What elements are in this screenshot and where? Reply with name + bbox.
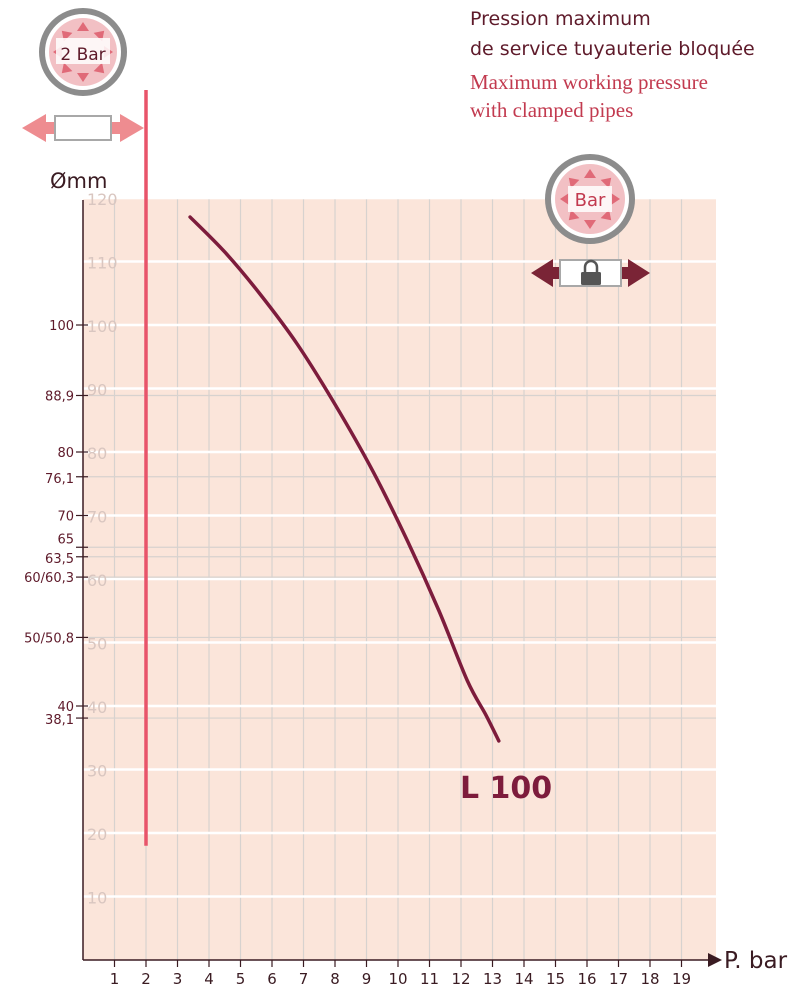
faint-y-tick-label: 110 — [87, 254, 118, 273]
arrow-head-icon — [77, 73, 89, 82]
arrow-head-icon — [568, 177, 580, 189]
faint-y-tick-label: 100 — [87, 317, 118, 336]
faint-y-tick-label: 50 — [87, 635, 107, 654]
x-tick-label: 14 — [514, 970, 533, 988]
arrow-head-icon — [61, 62, 73, 74]
x-tick-label: 13 — [483, 970, 502, 988]
diameter-tick-label: 76,1 — [45, 472, 74, 487]
x-tick-label: 7 — [299, 970, 309, 988]
x-tick-label: 6 — [267, 970, 277, 988]
faint-y-tick-label: 80 — [87, 444, 107, 463]
pipe-right-arrow-icon — [111, 114, 144, 142]
arrow-head-icon — [93, 62, 105, 74]
reference-badge-label: 2 Bar — [60, 45, 105, 65]
faint-y-tick-label: 120 — [87, 190, 118, 209]
x-tick-label: 11 — [420, 970, 439, 988]
faint-y-tick-labels: 10 20 30 40 50 60 70 80 90 100 110 120 — [87, 190, 118, 908]
x-tick-label: 19 — [672, 970, 691, 988]
chart-title-english: Maximum working pressure with clamped pi… — [470, 68, 708, 124]
x-tick-label: 3 — [173, 970, 183, 988]
x-tick-label: 18 — [640, 970, 659, 988]
x-tick-label: 15 — [546, 970, 565, 988]
diameter-tick-label: 65 — [57, 532, 74, 547]
faint-y-tick-label: 10 — [87, 889, 107, 908]
faint-y-tick-label: 60 — [87, 571, 107, 590]
faint-y-tick-label: 70 — [87, 508, 107, 527]
lock-icon — [581, 272, 601, 285]
diameter-tick-label: 40 — [57, 700, 74, 715]
x-tick-label: 12 — [451, 970, 470, 988]
x-tick-label: 10 — [388, 970, 407, 988]
arrow-head-icon — [77, 22, 89, 31]
diameter-tick-label: 38,1 — [45, 713, 74, 728]
arrow-head-icon — [584, 220, 596, 229]
diameter-tick-label: 80 — [57, 446, 74, 461]
diameter-tick-label: 88,9 — [45, 389, 74, 404]
x-tick-label: 9 — [362, 970, 372, 988]
arrow-head-icon — [600, 209, 612, 221]
faint-y-tick-label: 90 — [87, 381, 107, 400]
clamped-badge-label-bg — [568, 186, 612, 212]
arrow-head-icon — [584, 169, 596, 178]
diameter-tick-labels: 100 88,9 80 76,1 70 65 63,5 60/60,3 50/50,8 4038,… — [24, 319, 88, 728]
diameter-tick-label: 50/50,8 — [24, 631, 74, 646]
reference-badge-label-bg — [56, 38, 110, 64]
arrow-head-icon — [560, 193, 569, 205]
clamped-pipe-icon — [531, 259, 650, 287]
pipe-expansion-icon — [22, 114, 144, 142]
chart-title-french: Pression maximum de service tuyauterie b… — [470, 4, 755, 64]
x-tick-label: 4 — [204, 970, 214, 988]
clamped-left-arrow-icon — [531, 259, 560, 287]
series-group — [188, 215, 501, 743]
chart-title-french-line-2: de service tuyauterie bloquée — [470, 38, 755, 60]
x-tick-label: 1 — [110, 970, 120, 988]
faint-y-tick-label: 20 — [87, 825, 107, 844]
x-tick-label: 16 — [577, 970, 596, 988]
lock-shackle — [583, 259, 599, 273]
chart-title-english-line-2: with clamped pipes — [470, 98, 634, 122]
pipe-left-arrow-icon — [22, 114, 55, 142]
arrow-head-icon — [568, 209, 580, 221]
chart-title-english-line-1: Maximum working pressure — [470, 70, 708, 94]
reference-pressure-badge: 2 Bar — [39, 8, 127, 96]
chart-title-french-line-1: Pression maximum — [470, 8, 651, 30]
clamped-badge-label: Bar — [575, 190, 606, 211]
faint-y-tick-label: 30 — [87, 762, 107, 781]
faint-y-tick-label: 40 — [87, 698, 107, 717]
x-axis-arrow-icon — [708, 953, 722, 967]
series-label-l100: L 100 — [460, 771, 552, 806]
pipe-body — [54, 115, 112, 141]
x-tick-label: 8 — [330, 970, 340, 988]
arrow-head-icon — [611, 193, 620, 205]
x-tick-labels: 1 2 3 4 5 6 7 8 9 10 11 12 13 14 15 16 17 18 19 — [110, 960, 691, 988]
clamped-pressure-badge: Bar — [545, 154, 635, 244]
diameter-tick-label: 70 — [57, 510, 74, 525]
series-line-l100 — [188, 215, 501, 743]
x-axis-label: P. bar — [724, 948, 788, 974]
diameter-tick-label: 100 — [49, 319, 74, 334]
x-tick-label: 17 — [609, 970, 628, 988]
diameter-tick-label: 63,5 — [45, 552, 74, 567]
y-axis-label: Ømm — [50, 169, 107, 193]
diameter-tick-label: 60/60,3 — [24, 571, 74, 586]
x-tick-label: 5 — [236, 970, 246, 988]
grid-horizontal-lines — [83, 196, 716, 898]
axes — [82, 200, 722, 967]
arrow-head-icon — [600, 177, 612, 189]
outward-arrows-icon — [560, 169, 620, 229]
clamped-right-arrow-icon — [621, 259, 650, 287]
x-tick-label: 2 — [141, 970, 151, 988]
